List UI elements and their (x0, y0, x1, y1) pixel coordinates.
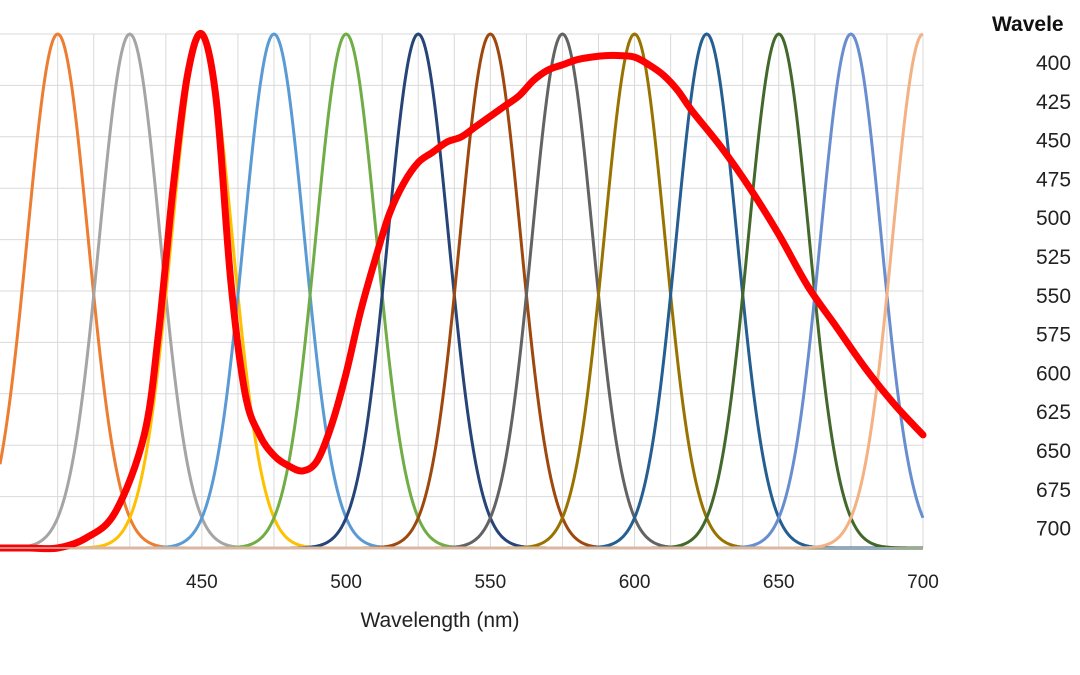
x-tick-label-450: 450 (186, 572, 218, 593)
legend-item-625: 625 (1036, 401, 1071, 424)
legend-item-475: 475 (1036, 168, 1071, 191)
legend-item-575: 575 (1036, 324, 1071, 347)
x-tick-label-500: 500 (330, 572, 362, 593)
x-tick-labels: 450 500 550 600 650 700 (186, 572, 939, 593)
legend-item-450: 450 (1036, 130, 1071, 153)
legend-item-525: 525 (1036, 246, 1071, 269)
x-tick-label-550: 550 (474, 572, 506, 593)
x-tick-label-650: 650 (763, 572, 795, 593)
legend-item-650: 650 (1036, 440, 1071, 463)
spectrum-curve-group (0, 29, 927, 553)
legend-item-550: 550 (1036, 285, 1071, 308)
legend: 400 425 450 475 500 525 550 575 600 625 650 675 700 (1036, 52, 1071, 541)
legend-item-500: 500 (1036, 207, 1071, 230)
legend-item-700: 700 (1036, 518, 1071, 541)
legend-title: Wavele (992, 13, 1064, 36)
spectrum-curve (0, 29, 927, 553)
x-tick-label-600: 600 (619, 572, 651, 593)
legend-item-675: 675 (1036, 479, 1071, 502)
grid-lines (0, 33, 924, 549)
x-tick-label-700: 700 (907, 572, 939, 593)
legend-item-425: 425 (1036, 91, 1071, 114)
x-axis-title: Wavelength (nm) (360, 609, 519, 632)
legend-item-600: 600 (1036, 362, 1071, 385)
legend-item-400: 400 (1036, 52, 1071, 75)
